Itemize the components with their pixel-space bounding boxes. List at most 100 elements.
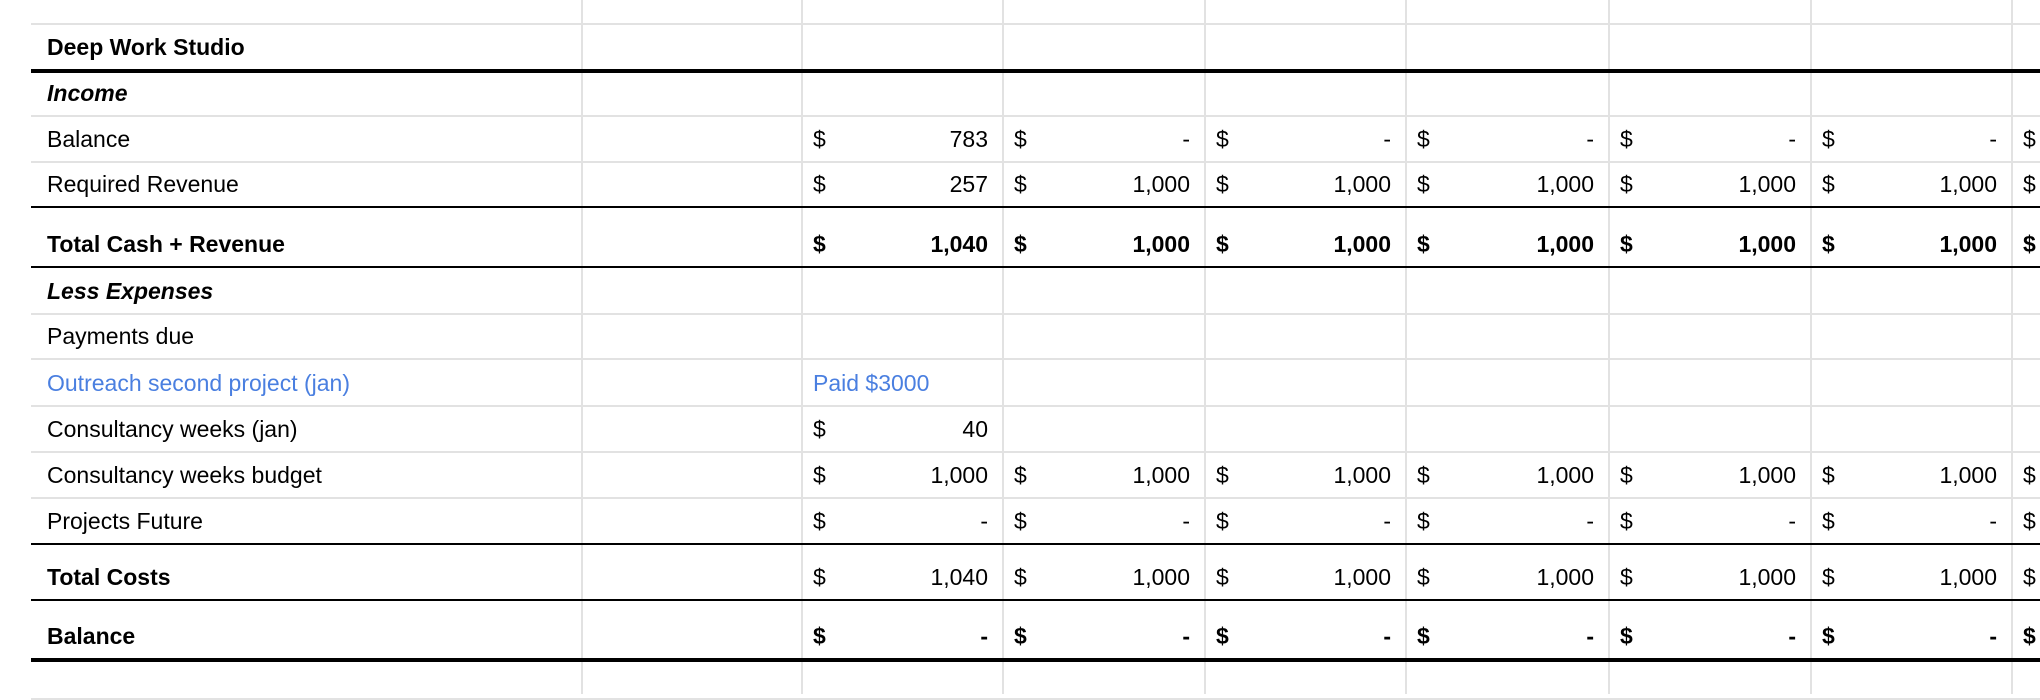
cell-value: 1,000 — [1132, 231, 1190, 257]
table-row: Consultancy weeks (jan) $40 — [31, 407, 2040, 453]
currency-symbol: $ — [2023, 126, 2036, 152]
cell-value: 1,000 — [1738, 231, 1796, 257]
cell-value: 1,000 — [1738, 171, 1796, 197]
cell-value: - — [1989, 508, 1997, 534]
value-cell[interactable]: $257 — [801, 168, 1002, 198]
value-cell[interactable]: $1,000 — [1810, 561, 2011, 591]
value-cell[interactable]: $1,000 — [1810, 168, 2011, 198]
table-row: Projects Future $ - $ - $ - $ - $ - $ - $ — [31, 499, 2040, 545]
row-label[interactable]: Total Cash + Revenue — [47, 231, 285, 257]
value-cell[interactable]: $1,040 — [801, 228, 1002, 258]
cell-value: - — [1182, 126, 1190, 152]
row-label[interactable]: Consultancy weeks budget — [47, 462, 322, 488]
value-cell[interactable]: $ - — [1810, 620, 2011, 650]
currency-symbol: $ — [1417, 508, 1430, 534]
value-cell[interactable]: $1,000 — [1810, 459, 2011, 489]
value-cell[interactable]: $1,000 — [1810, 228, 2011, 258]
table-row: Balance $ - $ - $ - $ - $ - $ - $ — [31, 601, 2040, 662]
value-cell[interactable]: $1,000 — [1608, 228, 1810, 258]
value-cell[interactable]: $1,000 — [801, 459, 1002, 489]
value-cell[interactable]: $1,000 — [1002, 459, 1204, 489]
currency-symbol: $ — [813, 416, 826, 442]
value-cell[interactable]: Paid $3000 — [801, 367, 1201, 397]
currency-symbol: $ — [1417, 171, 1430, 197]
value-cell[interactable]: $ — [2011, 459, 2040, 489]
value-cell[interactable]: $ — [2011, 228, 2040, 258]
value-cell[interactable]: $ — [2011, 505, 2040, 535]
value-cell[interactable]: $ - — [1204, 620, 1405, 650]
value-cell[interactable]: $40 — [801, 413, 1002, 443]
value-cell[interactable]: $ - — [1002, 620, 1204, 650]
value-cell[interactable]: $ - — [1608, 123, 1810, 153]
row-label[interactable]: Projects Future — [47, 508, 203, 534]
value-cell[interactable]: $783 — [801, 123, 1002, 153]
value-cell[interactable]: $1,000 — [1405, 168, 1608, 198]
cell-value: - — [980, 508, 988, 534]
value-cell[interactable]: $ — [2011, 620, 2040, 650]
value-cell[interactable]: $ - — [1204, 505, 1405, 535]
value-cell[interactable]: $1,000 — [1608, 459, 1810, 489]
value-cell[interactable]: $ — [2011, 123, 2040, 153]
cell-value: 1,000 — [1738, 564, 1796, 590]
value-cell[interactable]: $1,000 — [1204, 459, 1405, 489]
row-label[interactable]: Consultancy weeks (jan) — [47, 416, 298, 442]
currency-symbol: $ — [1014, 231, 1027, 257]
currency-symbol: $ — [1417, 126, 1430, 152]
value-cell[interactable]: $1,000 — [1002, 228, 1204, 258]
cell-value: 1,000 — [1536, 462, 1594, 488]
value-cell[interactable]: $ - — [1810, 505, 2011, 535]
value-cell[interactable]: $ - — [1405, 505, 1608, 535]
currency-symbol: $ — [813, 623, 826, 649]
table-row: Payments due — [31, 315, 2040, 360]
value-cell[interactable]: $ - — [801, 620, 1002, 650]
currency-symbol: $ — [813, 171, 826, 197]
cell-value: 1,000 — [1536, 171, 1594, 197]
row-label[interactable]: Less Expenses — [47, 278, 214, 304]
value-cell[interactable]: $1,040 — [801, 561, 1002, 591]
value-cell[interactable]: $ - — [1405, 123, 1608, 153]
row-label[interactable]: Income — [47, 80, 128, 106]
currency-symbol: $ — [813, 508, 826, 534]
value-cell[interactable]: $ - — [1608, 505, 1810, 535]
column-divider — [1002, 0, 1004, 694]
value-cell[interactable]: $ - — [1204, 123, 1405, 153]
value-cell[interactable]: $1,000 — [1204, 228, 1405, 258]
value-cell[interactable]: $ - — [801, 505, 1002, 535]
currency-symbol: $ — [1216, 508, 1229, 534]
value-cell[interactable]: $1,000 — [1405, 228, 1608, 258]
value-cell[interactable]: $ - — [1810, 123, 2011, 153]
currency-symbol: $ — [1417, 623, 1430, 649]
cell-value: - — [1383, 508, 1391, 534]
currency-symbol: $ — [1216, 126, 1229, 152]
value-cell[interactable]: $1,000 — [1405, 561, 1608, 591]
value-cell[interactable]: $1,000 — [1608, 561, 1810, 591]
value-cell[interactable]: $1,000 — [1405, 459, 1608, 489]
value-cell[interactable]: $ - — [1405, 620, 1608, 650]
cell-value: 1,000 — [930, 462, 988, 488]
value-cell[interactable]: $ - — [1002, 123, 1204, 153]
value-cell[interactable]: $ - — [1002, 505, 1204, 535]
row-label[interactable]: Payments due — [47, 323, 195, 349]
currency-symbol: $ — [1417, 462, 1430, 488]
cell-value: - — [1788, 126, 1796, 152]
row-label[interactable]: Balance — [47, 623, 136, 649]
value-cell[interactable]: $ - — [1608, 620, 1810, 650]
row-label[interactable]: Outreach second project (jan) — [47, 370, 350, 396]
value-cell[interactable]: $ — [2011, 561, 2040, 591]
cell-value: 1,000 — [1536, 231, 1594, 257]
row-label[interactable]: Deep Work Studio — [47, 34, 245, 60]
value-cell[interactable]: $ — [2011, 168, 2040, 198]
cell-value: 783 — [949, 126, 988, 152]
value-cell[interactable]: $1,000 — [1608, 168, 1810, 198]
value-cell[interactable]: $1,000 — [1204, 168, 1405, 198]
value-cell[interactable]: $1,000 — [1002, 561, 1204, 591]
column-divider — [581, 0, 583, 694]
row-label[interactable]: Required Revenue — [47, 171, 239, 197]
currency-symbol: $ — [1014, 462, 1027, 488]
value-cell[interactable]: $1,000 — [1204, 561, 1405, 591]
currency-symbol: $ — [813, 462, 826, 488]
currency-symbol: $ — [1417, 231, 1430, 257]
row-label[interactable]: Balance — [47, 126, 131, 152]
row-label[interactable]: Total Costs — [47, 564, 171, 590]
value-cell[interactable]: $1,000 — [1002, 168, 1204, 198]
